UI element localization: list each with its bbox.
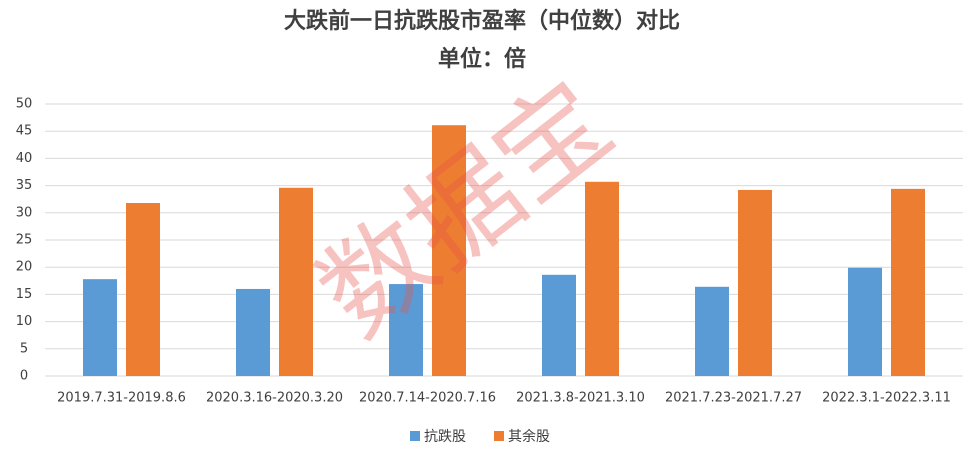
bar [279, 187, 313, 376]
legend-label: 其余股 [508, 428, 550, 445]
x-tick-label: 2020.7.14-2020.7.16 [359, 391, 496, 406]
bar [389, 284, 423, 376]
bar [738, 189, 772, 376]
bar [542, 274, 576, 376]
legend-label: 抗跌股 [424, 429, 466, 445]
y-tick-label: 20 [16, 260, 33, 275]
bar [126, 203, 160, 376]
x-tick-label: 2021.7.23-2021.7.27 [665, 391, 802, 406]
x-tick-label: 2019.7.31-2019.8.6 [57, 391, 186, 406]
bar [848, 267, 882, 376]
chart-title: 大跌前一日抗跌股市盈率（中位数）对比 [284, 8, 680, 34]
x-tick-label: 2021.3.8-2021.3.10 [516, 391, 645, 406]
bar [891, 188, 925, 376]
y-tick-label: 10 [16, 314, 33, 329]
y-tick-label: 0 [20, 369, 28, 384]
bar [236, 288, 270, 376]
y-tick-label: 5 [20, 341, 28, 356]
y-tick-label: 40 [16, 151, 33, 166]
y-tick-label: 35 [16, 178, 33, 193]
bar [83, 279, 117, 376]
chart-subtitle: 单位：倍 [438, 46, 526, 72]
y-tick-label: 25 [16, 233, 33, 248]
bar [585, 181, 619, 376]
y-tick-label: 50 [16, 97, 33, 112]
x-tick-label: 2022.3.1-2022.3.11 [822, 391, 951, 406]
legend-swatch [410, 431, 420, 441]
x-tick-label: 2020.3.16-2020.3.20 [206, 391, 343, 406]
y-tick-label: 15 [16, 287, 33, 302]
bar [695, 286, 729, 376]
bar [432, 125, 466, 376]
y-tick-label: 30 [16, 205, 33, 220]
y-tick-label: 45 [16, 124, 33, 139]
legend-swatch [494, 431, 504, 441]
